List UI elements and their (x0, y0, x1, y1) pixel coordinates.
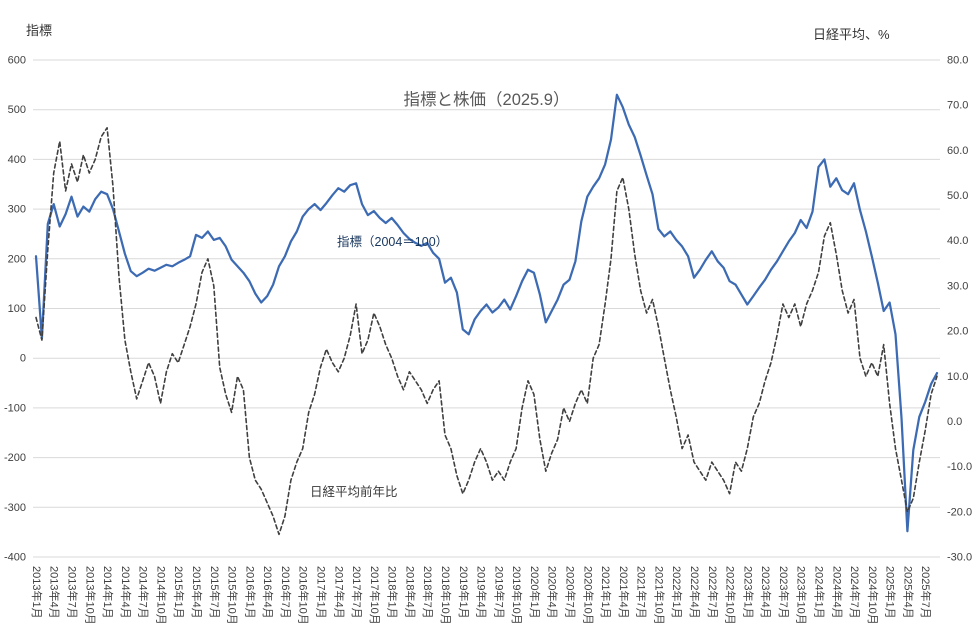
right-axis-tick-label: 40.0 (947, 235, 968, 247)
x-axis-tick-label: 2021年7月 (635, 566, 649, 619)
x-axis-tick-label: 2025年1月 (884, 566, 898, 619)
right-axis-tick-label: 20.0 (947, 326, 968, 338)
x-axis-tick-label: 2022年4月 (688, 566, 702, 619)
x-axis-tick-label: 2017年7月 (350, 566, 364, 619)
x-axis-tick-label: 2016年7月 (279, 566, 293, 619)
right-axis-tick-label: -20.0 (947, 506, 972, 518)
left-axis-tick-label: -300 (4, 502, 26, 514)
left-axis-title: 指標 (26, 23, 53, 38)
x-axis-tick-label: 2023年7月 (777, 566, 791, 619)
right-axis-tick-label: -10.0 (947, 461, 972, 473)
x-axis-tick-label: 2017年1月 (315, 566, 329, 619)
right-axis-title: 日経平均、% (813, 27, 890, 42)
x-axis-tick-label: 2019年1月 (457, 566, 471, 619)
x-axis-tick-label: 2018年1月 (386, 566, 400, 619)
x-axis-tick-label: 2016年4月 (261, 566, 275, 619)
x-axis-tick-label: 2016年10月 (297, 566, 311, 625)
x-axis-tick-label: 2018年10月 (439, 566, 453, 625)
x-axis-tick-label: 2016年1月 (243, 566, 257, 619)
x-axis-tick-label: 2024年7月 (848, 566, 862, 619)
x-axis-tick-label: 2019年4月 (475, 566, 489, 619)
right-axis-tick-label: 30.0 (947, 280, 968, 292)
left-axis-tick-label: 400 (8, 154, 26, 166)
x-axis-tick-label: 2022年7月 (706, 566, 720, 619)
left-axis-tick-label: 0 (20, 353, 26, 365)
x-axis-tick-label: 2019年10月 (510, 566, 524, 625)
x-axis-tick-label: 2025年4月 (901, 566, 915, 619)
right-axis-tick-label: 60.0 (947, 145, 968, 157)
right-axis-tick-label: -30.0 (947, 552, 972, 564)
x-axis-tick-label: 2017年10月 (368, 566, 382, 625)
x-axis-tick-label: 2015年1月 (172, 566, 186, 619)
x-axis-tick-label: 2021年4月 (617, 566, 631, 619)
x-axis-tick-label: 2013年10月 (83, 566, 97, 625)
x-axis-tick-label: 2015年7月 (208, 566, 222, 619)
x-axis-tick-label: 2023年10月 (795, 566, 809, 625)
right-axis-tick-label: 80.0 (947, 55, 968, 67)
x-axis-tick-label: 2015年4月 (190, 566, 204, 619)
left-axis-tick-label: -200 (4, 452, 26, 464)
x-axis-tick-label: 2020年10月 (581, 566, 595, 625)
x-axis-tick-label: 2024年4月 (830, 566, 844, 619)
x-axis-tick-label: 2020年7月 (564, 566, 578, 619)
indicator-series-line (34, 93, 939, 533)
right-axis-tick-label: 0.0 (947, 416, 962, 428)
x-axis-tick-label: 2013年4月 (48, 566, 62, 619)
x-axis-tick-label: 2013年1月 (30, 566, 44, 619)
left-axis-tick-label: 200 (8, 253, 26, 265)
x-axis-tick-label: 2018年4月 (403, 566, 417, 619)
left-axis-tick-label: 500 (8, 104, 26, 116)
x-axis-tick-label: 2013年7月 (66, 566, 80, 619)
x-axis-tick-label: 2017年4月 (332, 566, 346, 619)
x-axis-tick-label: 2024年10月 (866, 566, 880, 625)
x-axis-tick-label: 2020年1月 (528, 566, 542, 619)
left-axis-tick-label: -100 (4, 402, 26, 414)
x-axis-tick-label: 2014年10月 (155, 566, 169, 625)
left-axis-tick-label: 300 (8, 204, 26, 216)
right-axis-tick-label: 50.0 (947, 190, 968, 202)
x-axis-tick-label: 2023年4月 (759, 566, 773, 619)
right-axis-tick-label: 10.0 (947, 371, 968, 383)
left-axis-tick-label: 100 (8, 303, 26, 315)
left-axis-tick-label: -400 (4, 552, 26, 564)
right-axis-tick-label: 70.0 (947, 100, 968, 112)
x-axis-tick-label: 2018年7月 (421, 566, 435, 619)
x-axis-tick-label: 2022年10月 (724, 566, 738, 625)
x-axis-tick-label: 2021年1月 (599, 566, 613, 619)
x-axis-tick-label: 2014年1月 (101, 566, 115, 619)
nikkei-series-label: 日経平均前年比 (310, 485, 398, 499)
nikkei-series-line (35, 127, 938, 536)
x-axis-tick-label: 2021年10月 (652, 566, 666, 625)
x-axis-tick-label: 2024年1月 (813, 566, 827, 619)
x-axis-tick-label: 2019年7月 (492, 566, 506, 619)
chart-title: 指標と株価（2025.9） (403, 91, 570, 109)
x-axis-tick-label: 2025年7月 (919, 566, 933, 619)
x-axis-tick-label: 2022年1月 (670, 566, 684, 619)
x-axis-tick-label: 2014年4月 (119, 566, 133, 619)
left-axis-tick-label: 600 (8, 55, 26, 67)
x-axis-tick-label: 2023年1月 (741, 566, 755, 619)
x-axis-tick-label: 2020年4月 (546, 566, 560, 619)
x-axis-tick-label: 2015年10月 (226, 566, 240, 625)
x-axis-tick-label: 2014年7月 (137, 566, 151, 619)
indicator-series-label: 指標（2004＝100） (337, 235, 449, 249)
